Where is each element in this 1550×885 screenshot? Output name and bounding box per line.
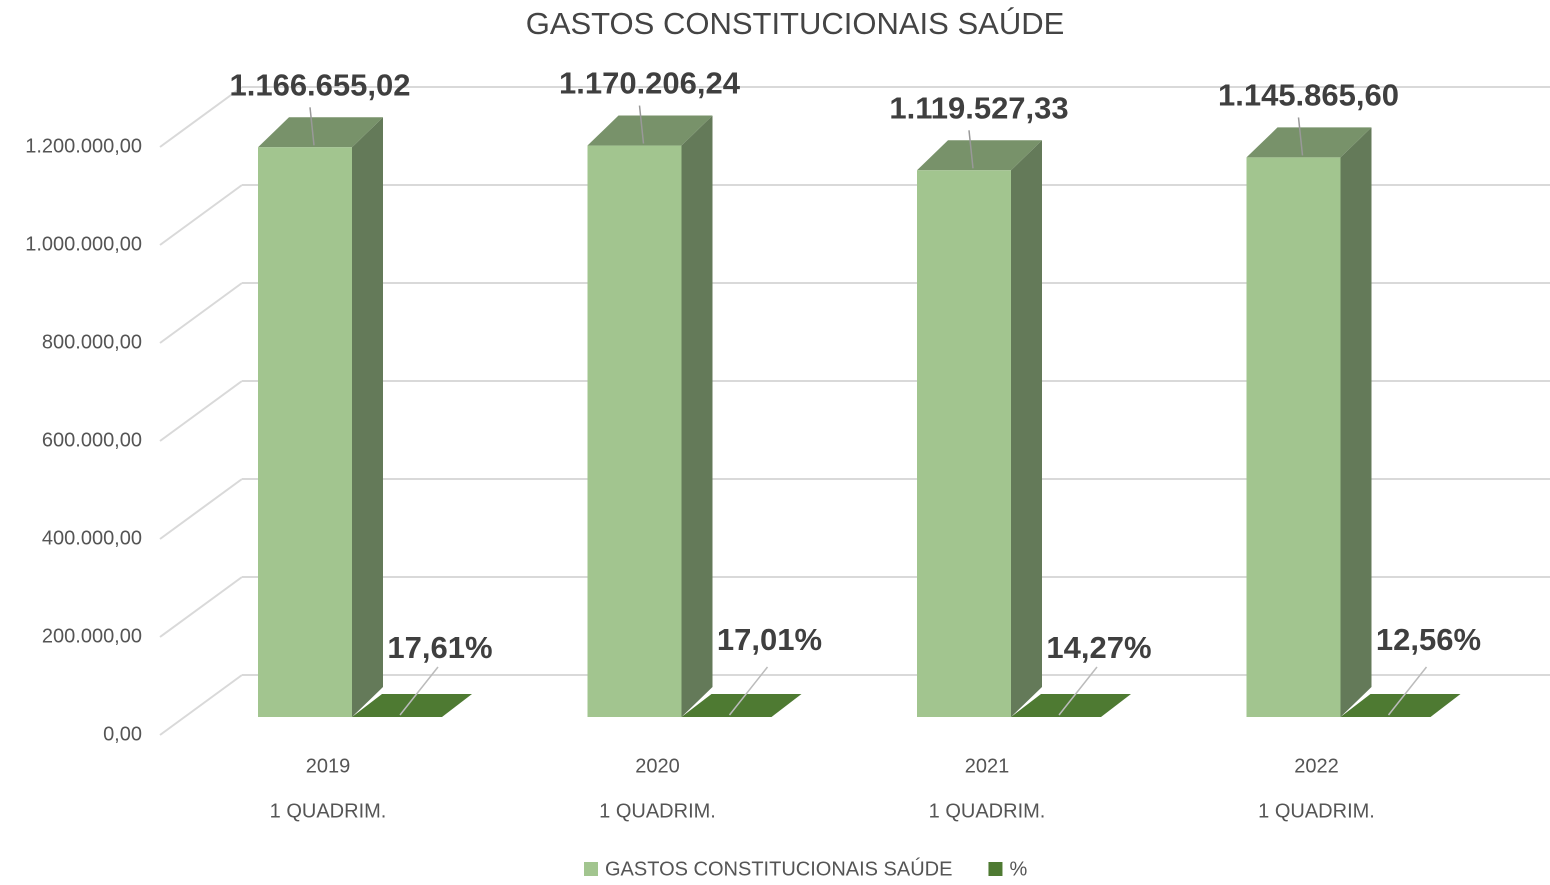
grid-line	[159, 184, 243, 246]
chart-title: GASTOS CONSTITUCIONAIS SAÚDE	[526, 6, 1065, 41]
bar	[587, 115, 713, 717]
grid-line	[159, 380, 243, 442]
y-tick-label: 0,00	[103, 723, 142, 745]
y-tick-label: 1.000.000,00	[25, 233, 142, 255]
leader-line	[1387, 666, 1428, 716]
leader-line	[1058, 666, 1098, 716]
bar	[681, 693, 802, 717]
bar-face	[917, 140, 1042, 171]
x-tick-label: 2020	[635, 755, 680, 777]
data-label: 12,56%	[1376, 622, 1481, 657]
bar-face	[1340, 127, 1372, 718]
data-label: 17,61%	[387, 630, 492, 665]
leader-line	[309, 107, 315, 146]
y-tick-label: 800.000,00	[42, 331, 142, 353]
grid-line	[159, 478, 243, 540]
data-label: 14,27%	[1046, 630, 1151, 665]
x-tick-label: 2021	[965, 755, 1010, 777]
bar	[352, 693, 472, 717]
leader-line	[1297, 117, 1304, 156]
bar-face	[917, 170, 1011, 717]
y-tick-label: 600.000,00	[42, 429, 142, 451]
x-tick-label: 1 QUADRIM.	[1258, 800, 1375, 822]
x-tick-label: 1 QUADRIM.	[929, 800, 1046, 822]
bar-face	[1011, 140, 1042, 717]
bar-face	[681, 115, 713, 717]
bar-face	[1246, 127, 1372, 158]
legend-swatch	[584, 862, 598, 876]
bar	[1340, 693, 1461, 717]
bar	[1246, 127, 1372, 718]
leader-line	[399, 666, 439, 716]
x-tick-label: 2019	[306, 755, 351, 777]
leader-line	[638, 105, 645, 144]
grid-line	[159, 576, 243, 638]
bar	[917, 140, 1042, 717]
data-label: 17,01%	[717, 622, 822, 657]
grid-line	[159, 282, 243, 344]
leader-line	[728, 666, 769, 716]
bar-face	[258, 147, 352, 718]
data-label: 1.170.206,24	[559, 66, 741, 101]
grid-line	[159, 674, 243, 736]
bar-face	[258, 117, 383, 148]
y-tick-label: 1.200.000,00	[25, 135, 142, 157]
legend-label: %	[1009, 858, 1027, 880]
bar-face	[352, 117, 383, 718]
data-label: 1.166.655,02	[229, 67, 410, 102]
data-label: 1.119.527,33	[889, 90, 1068, 125]
bar	[258, 117, 383, 718]
y-tick-label: 200.000,00	[42, 625, 142, 647]
bar	[1011, 693, 1131, 717]
x-tick-label: 1 QUADRIM.	[599, 800, 716, 822]
bar-face	[1246, 157, 1341, 717]
legend-swatch	[988, 862, 1003, 876]
y-tick-label: 400.000,00	[42, 527, 142, 549]
data-label: 1.145.865,60	[1218, 78, 1399, 113]
legend-label: GASTOS CONSTITUCIONAIS SAÚDE	[605, 857, 952, 880]
x-tick-label: 2022	[1294, 755, 1339, 777]
leader-line	[968, 130, 974, 169]
bar-face	[587, 145, 682, 717]
x-tick-label: 1 QUADRIM.	[270, 800, 387, 822]
bar-face	[587, 115, 713, 146]
grid-line	[159, 86, 243, 148]
